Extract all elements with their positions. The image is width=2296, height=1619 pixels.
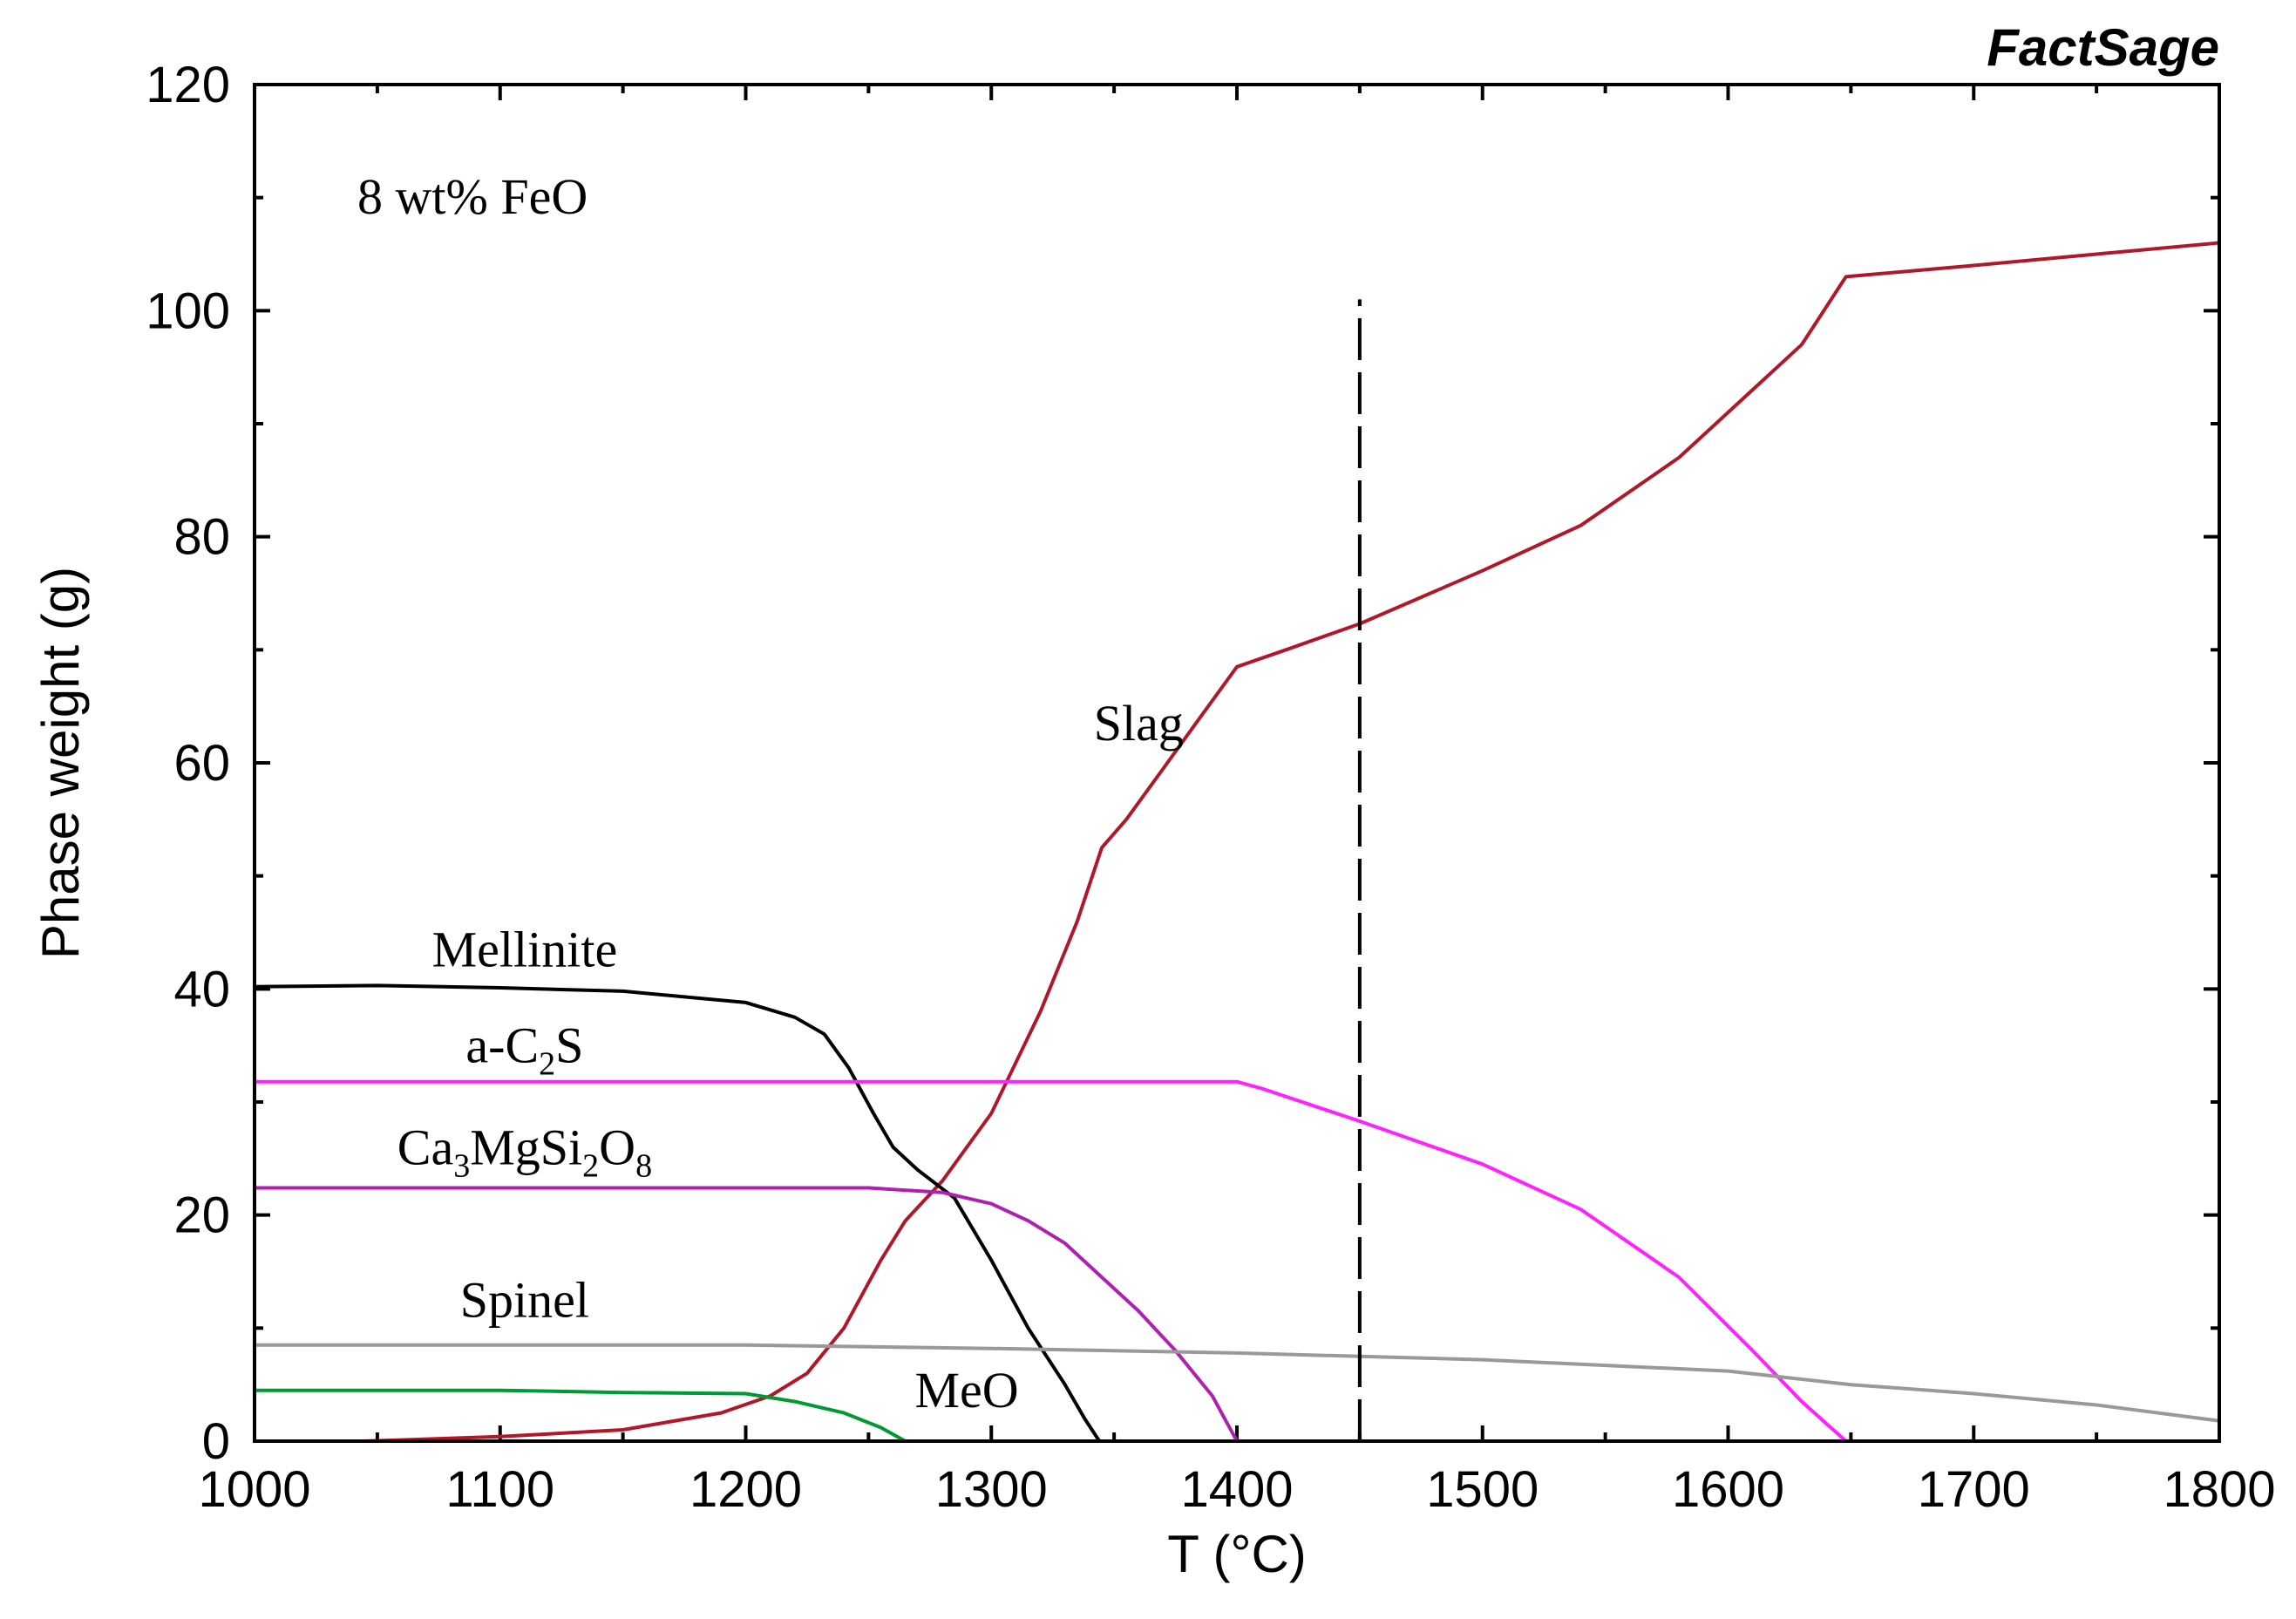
series-label-slag: Slag — [1094, 695, 1184, 752]
series-line-mellinite — [254, 983, 1101, 1443]
y-tick-label: 20 — [173, 1187, 230, 1244]
y-axis-label: Phase weight (g) — [31, 567, 90, 959]
series-label-meo: MeO — [914, 1362, 1018, 1418]
x-tick-label: 1800 — [2163, 1461, 2275, 1518]
y-tick-label: 80 — [173, 509, 230, 566]
series-label-mellinite: Mellinite — [432, 921, 618, 977]
x-axis-label: T (°C) — [1167, 1525, 1307, 1583]
y-tick-label: 60 — [173, 735, 230, 792]
series-line-slag — [364, 241, 2220, 1443]
x-tick-label: 1600 — [1672, 1461, 1784, 1518]
y-tick-label: 40 — [173, 961, 230, 1017]
x-tick-label: 1000 — [198, 1461, 310, 1518]
series-line-spinel — [255, 1343, 2220, 1423]
axis-ticks: 1000 1100 1200 1300 1400 1500 1600 1700 1800 0 20 4… — [146, 57, 2275, 1518]
series-lines — [254, 241, 2220, 1443]
factsage-watermark: FactSage — [1987, 18, 2219, 77]
series-label-spinel: Spinel — [460, 1271, 589, 1328]
y-tick-label: 0 — [202, 1413, 230, 1470]
series-line-meo — [255, 1388, 907, 1443]
x-tick-label: 1500 — [1426, 1461, 1539, 1518]
plot-frame — [253, 83, 2221, 1443]
x-tick-label: 1700 — [1918, 1461, 2030, 1518]
feo-annotation: 8 wt% FeO — [357, 168, 588, 225]
series-label-ca3mgsi2o8: Ca3MgSi2O8 — [397, 1119, 652, 1184]
series-line-a-c2s — [255, 1079, 1848, 1443]
series-labels: Slag Mellinite a-C2S Ca3MgSi2O8 Spinel MeO — [397, 695, 1184, 1418]
y-tick-label: 120 — [146, 57, 230, 113]
x-tick-label: 1300 — [935, 1461, 1048, 1518]
x-tick-label: 1400 — [1180, 1461, 1293, 1518]
x-tick-label: 1100 — [445, 1461, 554, 1518]
x-tick-label: 1200 — [689, 1461, 802, 1518]
series-label-a-c2s: a-C2S — [465, 1017, 583, 1083]
y-tick-label: 100 — [146, 282, 230, 339]
